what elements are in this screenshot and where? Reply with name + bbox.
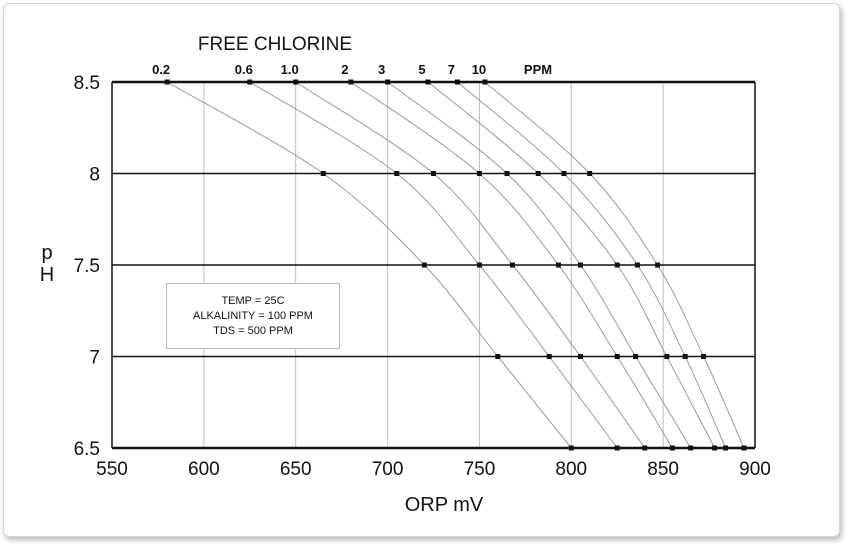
marker-2-ppm [614, 354, 620, 359]
marker-5-ppm [614, 262, 620, 268]
marker-5-ppm [535, 171, 541, 176]
marker-3-ppm [633, 354, 639, 359]
curve-0-2-ppm [166, 81, 572, 449]
x-tick-label-650: 650 [280, 459, 312, 480]
x-tick-label-900: 900 [739, 459, 771, 480]
series-label-10: 10 [472, 62, 486, 77]
chart-title: FREE CHLORINE [198, 34, 352, 55]
conditions-annotation: TEMP = 25C ALKALINITY = 100 PPM TDS = 50… [166, 283, 340, 349]
chlorine-curves [166, 81, 745, 449]
x-tick-label-700: 700 [372, 459, 404, 480]
marker-1-0-ppm [577, 354, 583, 359]
series-label-1-0: 1.0 [281, 62, 299, 77]
marker-0-2-ppm [320, 171, 326, 176]
marker-2-ppm [555, 262, 561, 268]
series-label-0-2: 0.2 [152, 62, 170, 77]
x-tick-label-800: 800 [555, 459, 587, 480]
x-tick-label-750: 750 [464, 459, 496, 480]
marker-7-ppm [682, 354, 688, 359]
marker-1-0-ppm [509, 262, 515, 268]
curve-0-6-ppm [249, 81, 618, 449]
marker-10-ppm [587, 171, 593, 176]
marker-0-6-ppm [546, 354, 552, 359]
axes [111, 80, 756, 450]
y-tick-label-7: 7 [89, 348, 100, 369]
series-label-5: 5 [418, 62, 425, 77]
marker-1-0-ppm [431, 171, 436, 176]
x-tick-label-850: 850 [647, 459, 679, 480]
series-label-3: 3 [378, 62, 385, 77]
marker-2-ppm [476, 171, 482, 176]
marker-7-ppm [561, 171, 567, 176]
tick-labels: 0.2 0.6 1.0 2 3 5 7 10 550 600 650 700 750 800 850 900 6… [74, 62, 771, 480]
marker-0-6-ppm [394, 171, 400, 176]
marker-10-ppm [655, 262, 661, 268]
y-axis-title-p: p [41, 242, 52, 264]
marker-3-ppm [504, 171, 510, 176]
series-label-2: 2 [341, 62, 348, 77]
series-label-0-6: 0.6 [235, 62, 253, 77]
ppm-unit-label: PPM [524, 62, 552, 77]
x-tick-label-600: 600 [188, 459, 220, 480]
y-tick-label-8: 8 [89, 165, 100, 186]
y-tick-label-8-5: 8.5 [74, 73, 100, 94]
annotation-temp: TEMP = 25C [221, 294, 285, 307]
x-tick-label-550: 550 [96, 459, 128, 480]
marker-0-6-ppm [476, 262, 482, 268]
marker-0-2-ppm [495, 354, 501, 359]
marker-3-ppm [577, 262, 583, 268]
series-label-7: 7 [448, 62, 455, 77]
y-tick-label-6-5: 6.5 [74, 439, 100, 460]
marker-7-ppm [634, 262, 640, 268]
marker-0-2-ppm [421, 262, 427, 268]
y-axis-title-h: H [40, 264, 54, 286]
marker-10-ppm [701, 354, 707, 359]
y-tick-label-7-5: 7.5 [74, 256, 100, 277]
curve-1-0-ppm [295, 81, 646, 449]
annotation-alkalinity: ALKALINITY = 100 PPM [193, 309, 313, 322]
curve-2-ppm [350, 81, 673, 449]
y-axis-title: p H [40, 242, 54, 286]
annotation-tds: TDS = 500 PPM [213, 324, 293, 337]
marker-5-ppm [664, 354, 670, 359]
x-axis-title: ORP mV [405, 494, 484, 516]
